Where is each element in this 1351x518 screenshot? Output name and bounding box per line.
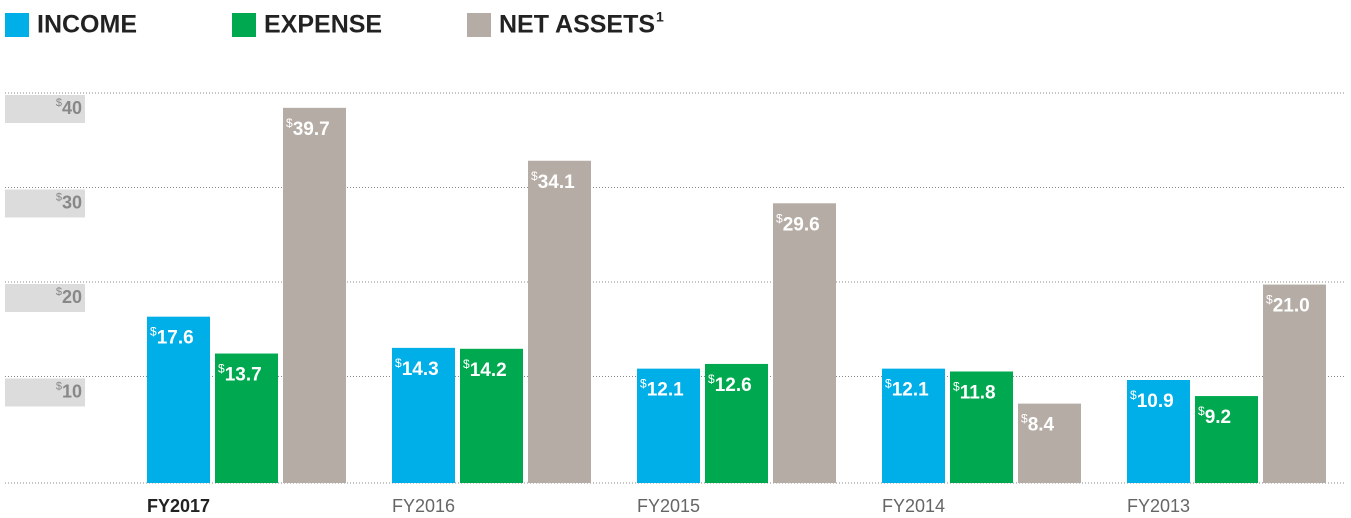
tick-box [5, 284, 85, 312]
x-tick-label: FY2016 [392, 496, 455, 516]
value-label: $17.6 [150, 325, 194, 349]
value-label: $9.2 [1198, 404, 1231, 428]
value-label: $39.7 [286, 116, 330, 140]
bar [705, 363, 768, 483]
bar [215, 353, 278, 483]
y-tick-label: $20 [56, 286, 82, 307]
legend-label: INCOME [37, 11, 137, 39]
x-tick-label: FY2014 [882, 496, 945, 516]
value-label: $11.8 [953, 380, 996, 404]
tick-box [5, 189, 85, 218]
bar [1195, 396, 1258, 483]
bar [950, 371, 1013, 483]
value-label: $10.9 [1130, 388, 1174, 412]
bar [460, 348, 523, 483]
bar [637, 368, 700, 483]
bar [1263, 284, 1326, 483]
tick-box [5, 378, 85, 407]
y-tick-label: $40 [56, 97, 82, 118]
value-label: $12.6 [708, 372, 752, 396]
x-tick-label: FY2017 [147, 496, 210, 516]
value-label: $34.1 [531, 169, 575, 193]
bar [392, 347, 455, 483]
bar [882, 368, 945, 483]
value-label: $8.4 [1021, 412, 1055, 436]
y-tick-label: $30 [56, 191, 82, 212]
bar [283, 107, 346, 484]
bar [1127, 379, 1190, 483]
legend-footnote: 1 [656, 9, 664, 25]
value-label: $14.2 [463, 357, 507, 381]
y-tick-label: $10 [56, 380, 82, 401]
value-label: $14.3 [395, 356, 439, 380]
bar [528, 160, 591, 483]
legend-label: NET ASSETS [499, 11, 655, 39]
bar [773, 203, 836, 483]
legend-label: EXPENSE [264, 11, 382, 39]
x-tick-label: FY2015 [637, 496, 700, 516]
legend-swatch [232, 13, 256, 37]
value-label: $29.6 [776, 211, 820, 235]
bar [147, 316, 210, 483]
tick-box [5, 95, 85, 123]
bar [1018, 403, 1081, 483]
value-label: $12.1 [885, 377, 929, 401]
value-label: $12.1 [640, 377, 684, 401]
legend-swatch [467, 13, 491, 37]
x-tick-label: FY2013 [1127, 496, 1190, 516]
value-label: $13.7 [218, 362, 262, 386]
value-label: $21.0 [1266, 293, 1310, 317]
legend-swatch [5, 13, 29, 37]
